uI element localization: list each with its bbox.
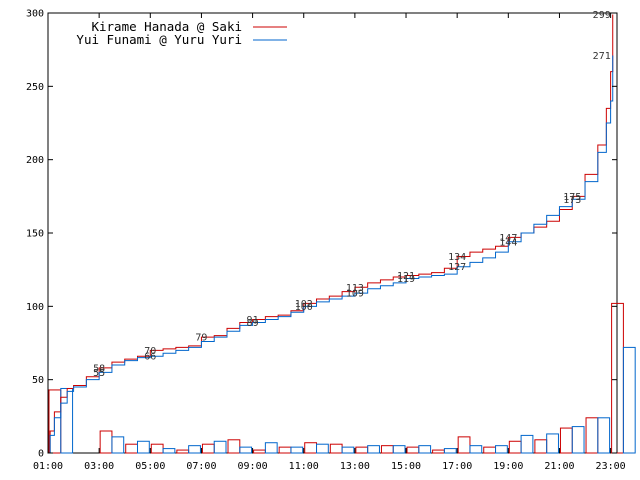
hourly-bar: [367, 445, 380, 454]
point-label: 58: [93, 363, 105, 374]
x-tick-label: 13:00: [340, 461, 370, 472]
hourly-bar: [290, 446, 304, 454]
hourly-bar: [111, 436, 125, 454]
hourly-bar: [585, 417, 599, 454]
x-tick-label: 01:00: [33, 461, 63, 472]
point-label: 102: [295, 299, 313, 310]
hourly-bar: [483, 446, 497, 454]
hourly-bar: [622, 346, 636, 454]
hourly-bar: [508, 440, 522, 454]
series-line: [48, 14, 614, 454]
point-label: 134: [448, 252, 466, 263]
hourly-bar: [355, 446, 369, 454]
hourly-bar: [329, 443, 343, 454]
hourly-bar: [278, 446, 292, 454]
point-label: 144: [499, 237, 517, 248]
point-annotations: 58 70 79 91 102 113 121 134 147 175 299 55 66 89 100 10…: [93, 10, 611, 379]
hourly-bar: [188, 445, 201, 454]
hourly-bar: [406, 446, 420, 454]
x-tick-label: 17:00: [442, 461, 472, 472]
hourly-bar: [213, 440, 227, 454]
hourly-bar: [380, 445, 394, 454]
hourly-bar: [239, 446, 253, 454]
cumulative-lines: [48, 14, 614, 454]
y-tick-label: 100: [26, 302, 44, 313]
hourly-bar: [495, 445, 508, 454]
hourly-bar: [99, 430, 113, 454]
hourly-bar: [253, 449, 266, 454]
x-tick-label: 05:00: [135, 461, 165, 472]
point-label: 173: [563, 195, 581, 206]
y-tick-label: 50: [32, 375, 44, 386]
hourly-bar: [162, 448, 176, 454]
hourly-bar: [597, 417, 611, 454]
y-tick-label: 250: [26, 82, 44, 93]
hourly-bars: [48, 302, 636, 454]
y-tick-label: 0: [38, 449, 44, 460]
x-tick-label: 23:00: [596, 461, 626, 472]
point-label: 271: [593, 51, 611, 62]
point-label: 175: [563, 192, 581, 203]
point-label: 121: [397, 271, 415, 282]
x-tick-label: 03:00: [84, 461, 114, 472]
hourly-bar: [443, 448, 457, 454]
point-label: 66: [144, 352, 156, 363]
hourly-bar: [559, 427, 573, 454]
hourly-bar: [176, 449, 190, 454]
hourly-bar: [546, 433, 559, 454]
hourly-bar: [150, 443, 164, 454]
hourly-bar: [125, 443, 139, 454]
point-label: 109: [346, 289, 364, 300]
x-tick-label: 11:00: [289, 461, 319, 472]
x-tick-label: 19:00: [493, 461, 523, 472]
hourly-bar: [341, 446, 355, 454]
point-label: 91: [247, 315, 259, 326]
point-label: 299: [593, 10, 611, 21]
hourly-bar: [432, 449, 445, 454]
hourly-bar: [457, 436, 471, 454]
hourly-bar: [201, 443, 215, 454]
point-label: 79: [195, 333, 207, 344]
y-tick-label: 150: [26, 229, 44, 240]
hourly-bar: [316, 443, 329, 454]
hourly-bar: [571, 426, 585, 454]
point-label: 55: [93, 368, 105, 379]
hourly-bar: [469, 445, 483, 454]
series-line: [48, 55, 614, 454]
point-label: 100: [295, 302, 313, 313]
x-tick-label: 15:00: [391, 461, 421, 472]
point-label: 89: [247, 318, 259, 329]
point-label: 113: [346, 283, 364, 294]
hourly-bar: [264, 442, 278, 454]
y-tick-label: 300: [26, 9, 44, 20]
x-tick-label: 09:00: [238, 461, 268, 472]
hourly-bar: [534, 439, 548, 454]
point-label: 147: [499, 233, 517, 244]
legend-label: Kirame Hanada @ Saki: [91, 19, 242, 34]
axes-ticks: 0 50 100 150 200 250 300 01:00 03:00 05:00 07:00 09…: [26, 9, 626, 473]
point-label: 127: [448, 262, 466, 273]
hourly-bar: [418, 445, 432, 454]
hourly-bar: [520, 434, 534, 454]
point-label: 119: [397, 274, 415, 285]
legend-label: Yui Funami @ Yuru Yuri: [76, 32, 242, 47]
hourly-bar: [227, 439, 241, 454]
y-tick-label: 200: [26, 155, 44, 166]
hourly-bar: [392, 445, 406, 454]
x-tick-label: 07:00: [186, 461, 216, 472]
hourly-bar: [304, 442, 318, 454]
point-label: 70: [144, 346, 156, 357]
hourly-bar: [137, 440, 150, 454]
x-tick-label: 21:00: [544, 461, 574, 472]
